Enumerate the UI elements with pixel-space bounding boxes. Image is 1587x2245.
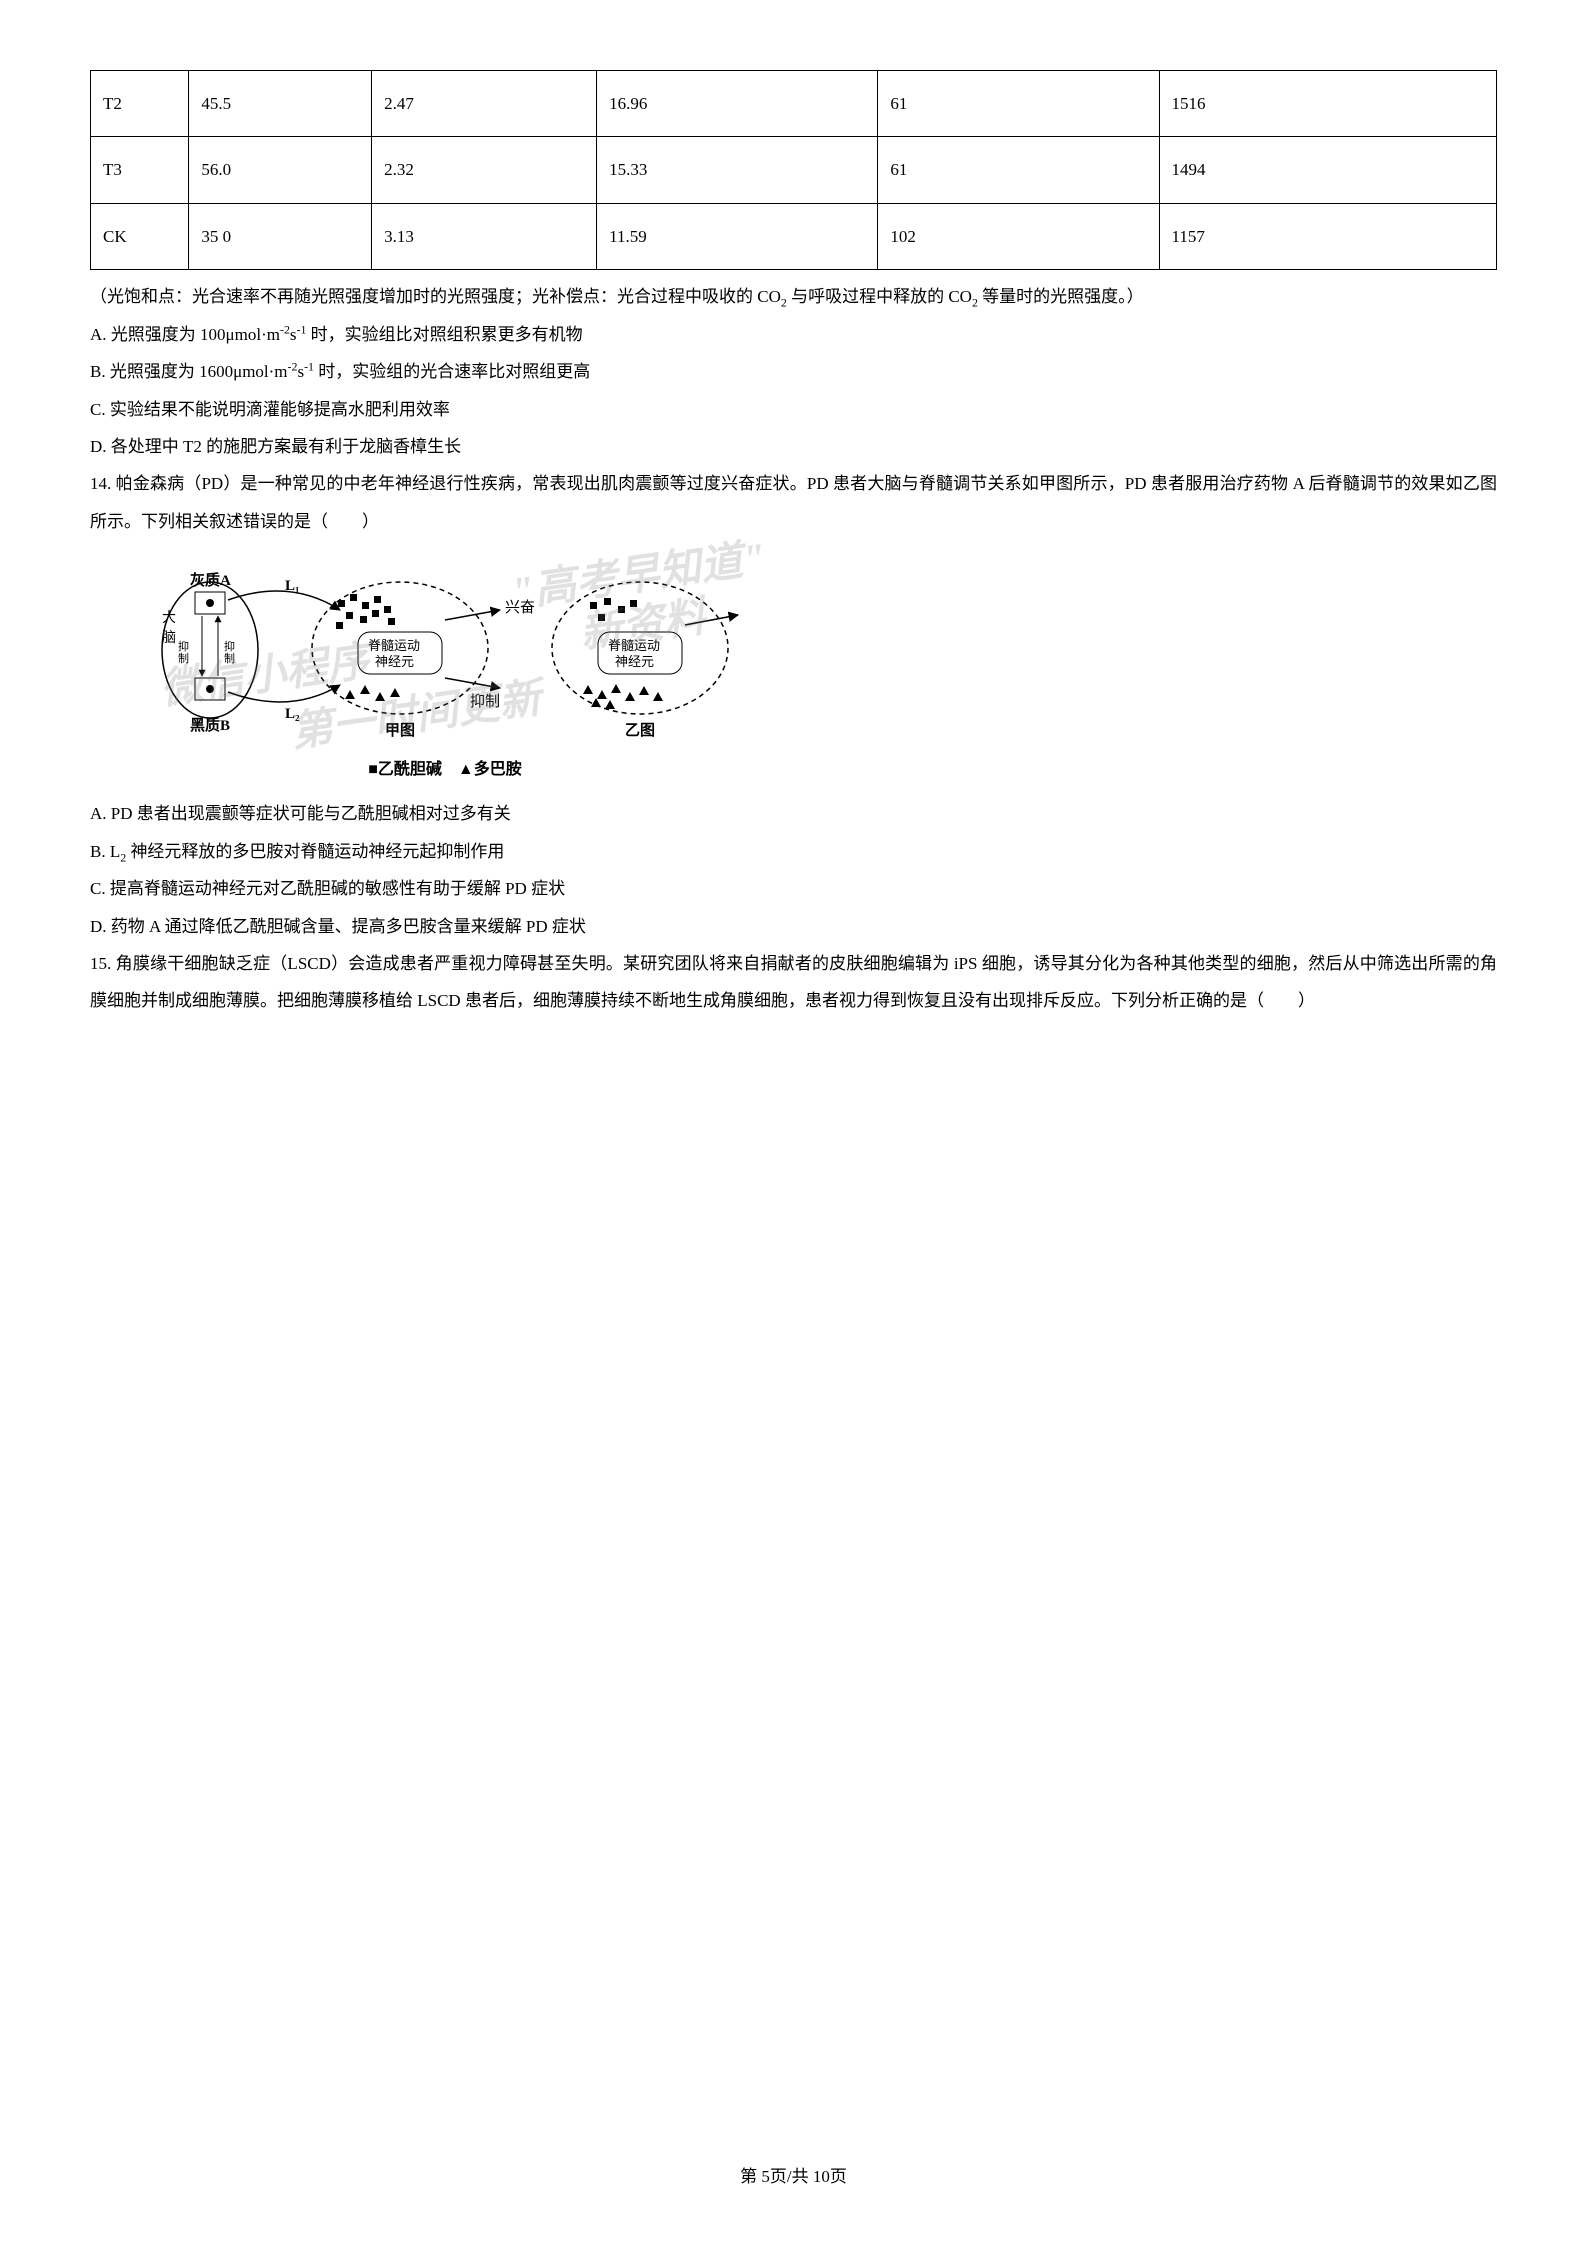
opt-text: 时，实验组比对照组积累更多有机物 xyxy=(306,325,582,344)
cell: 102 xyxy=(878,203,1159,269)
fig-right-label: 乙图 xyxy=(625,722,655,739)
cell: 61 xyxy=(878,71,1159,137)
q14-stem: 14. 帕金森病（PD）是一种常见的中老年神经退行性疾病，常表现出肌肉震颤等过度… xyxy=(90,465,1497,540)
cell: 3.13 xyxy=(372,203,597,269)
legend-triangle-label: 多巴胺 xyxy=(474,761,522,778)
superscript: -2 xyxy=(280,322,290,336)
l2-label: L₂ xyxy=(285,706,300,722)
spinal-neuron-label: 脊髓运动 xyxy=(368,638,420,653)
q15-stem: 15. 角膜缘干细胞缺乏症（LSCD）会造成患者严重视力障碍甚至失明。某研究团队… xyxy=(90,945,1497,1020)
superscript: -2 xyxy=(288,359,298,373)
brain-label: 大 xyxy=(162,610,176,626)
inhibit-label-out: 抑制 xyxy=(470,693,500,710)
excite-label: 兴奋 xyxy=(505,599,535,616)
dopa-markers xyxy=(345,685,400,701)
option-d: D. 各处理中 T2 的施肥方案最有利于龙脑香樟生长 xyxy=(90,428,1497,465)
cell: 1494 xyxy=(1159,137,1497,203)
q14-option-c: C. 提高脊髓运动神经元对乙酰胆碱的敏感性有助于缓解 PD 症状 xyxy=(90,870,1497,907)
spinal-neuron-label: 脊髓运动 xyxy=(608,638,660,653)
q14-option-a: A. PD 患者出现震颤等症状可能与乙酰胆碱相对过多有关 xyxy=(90,795,1497,832)
inhibit-label: 制 xyxy=(224,652,235,665)
note-part: （光饱和点：光合速率不再随光照强度增加时的光照强度；光补偿点：光合过程中吸收的 … xyxy=(90,287,781,306)
dopa-markers-right xyxy=(583,684,663,709)
cell: 1516 xyxy=(1159,71,1497,137)
diagram-container: "高考早知道" 新资料 微信小程序 第一时间更新 大 脑 灰质A 黑质B 抑 制… xyxy=(140,550,750,787)
table-row: CK 35 0 3.13 11.59 102 1157 xyxy=(91,203,1497,269)
black-b-label: 黑质B xyxy=(190,716,230,734)
cell: 1157 xyxy=(1159,203,1497,269)
spinal-neuron-label: 神经元 xyxy=(375,654,414,669)
legend-square-label: 乙酰胆碱 xyxy=(378,761,442,778)
fig-left-label: 甲图 xyxy=(385,722,415,739)
superscript: -1 xyxy=(297,322,307,336)
brain-label: 脑 xyxy=(162,630,176,646)
cell: 15.33 xyxy=(597,137,878,203)
inhibit-label: 抑 xyxy=(178,639,189,653)
cell: 61 xyxy=(878,137,1159,203)
inhibit-label: 抑 xyxy=(224,639,235,653)
option-c: C. 实验结果不能说明滴灌能够提高水肥利用效率 xyxy=(90,391,1497,428)
legend-square-icon: ■ xyxy=(368,761,378,778)
spinal-neuron-label: 神经元 xyxy=(615,654,654,669)
cell: 56.0 xyxy=(189,137,372,203)
opt-text: s xyxy=(290,325,297,344)
note-part: 等量时的光照强度。） xyxy=(978,287,1144,306)
opt-text: 神经元释放的多巴胺对脊髓运动神经元起抑制作用 xyxy=(126,842,504,861)
cell: T3 xyxy=(91,137,189,203)
pd-diagram: 大 脑 灰质A 黑质B 抑 制 抑 制 L₁ L₂ 脊髓运动 神经元 xyxy=(140,550,750,750)
q14-option-d: D. 药物 A 通过降低乙酰胆碱含量、提高多巴胺含量来缓解 PD 症状 xyxy=(90,908,1497,945)
diagram-legend: ■乙酰胆碱 ▲多巴胺 xyxy=(140,752,750,787)
page-footer: 第 5页/共 10页 xyxy=(0,2158,1587,2195)
option-a: A. 光照强度为 100μmol·m-2s-1 时，实验组比对照组积累更多有机物 xyxy=(90,316,1497,353)
opt-text: A. 光照强度为 100μmol·m xyxy=(90,325,280,344)
cell: T2 xyxy=(91,71,189,137)
option-b: B. 光照强度为 1600μmol·m-2s-1 时，实验组的光合速率比对照组更… xyxy=(90,353,1497,390)
table-row: T3 56.0 2.32 15.33 61 1494 xyxy=(91,137,1497,203)
cell: CK xyxy=(91,203,189,269)
cell: 11.59 xyxy=(597,203,878,269)
cell: 2.47 xyxy=(372,71,597,137)
opt-text: 时，实验组的光合速率比对照组更高 xyxy=(314,362,590,381)
q14-option-b: B. L2 神经元释放的多巴胺对脊髓运动神经元起抑制作用 xyxy=(90,833,1497,871)
opt-text: B. L xyxy=(90,842,120,861)
ach-markers xyxy=(336,594,395,629)
table-row: T2 45.5 2.47 16.96 61 1516 xyxy=(91,71,1497,137)
note-text: （光饱和点：光合速率不再随光照强度增加时的光照强度；光补偿点：光合过程中吸收的 … xyxy=(90,278,1497,316)
ach-markers-right xyxy=(590,598,637,621)
data-table: T2 45.5 2.47 16.96 61 1516 T3 56.0 2.32 … xyxy=(90,70,1497,270)
inhibit-label: 制 xyxy=(178,652,189,665)
cell: 35 0 xyxy=(189,203,372,269)
cell: 45.5 xyxy=(189,71,372,137)
note-part: 与呼吸过程中释放的 CO xyxy=(787,287,972,306)
opt-text: B. 光照强度为 1600μmol·m xyxy=(90,362,288,381)
superscript: -1 xyxy=(304,359,314,373)
grey-a-label: 灰质A xyxy=(190,571,231,589)
l1-label: L₁ xyxy=(285,578,300,594)
cell: 16.96 xyxy=(597,71,878,137)
cell: 2.32 xyxy=(372,137,597,203)
legend-triangle-icon: ▲ xyxy=(458,761,474,778)
